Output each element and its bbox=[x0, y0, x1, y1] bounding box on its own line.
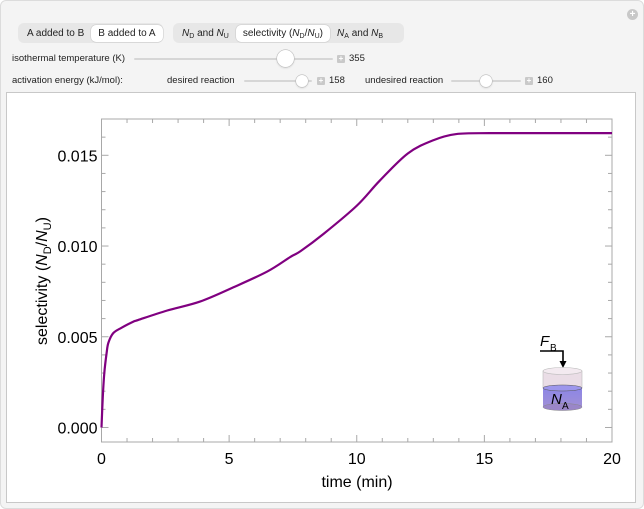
option-selectivity[interactable]: selectivity (ND/NU) bbox=[235, 24, 331, 42]
ylabel-n2: N bbox=[34, 230, 51, 242]
reactor-inset: F B N A bbox=[540, 333, 583, 412]
option-a-added-to-b[interactable]: A added to B bbox=[27, 27, 85, 39]
y-tick-label: 0.005 bbox=[57, 330, 97, 347]
and-text: and bbox=[194, 27, 217, 39]
tank-label: N bbox=[551, 391, 562, 408]
tank-top bbox=[542, 367, 583, 375]
n-symbol: N bbox=[371, 27, 379, 39]
slash: / bbox=[304, 27, 308, 39]
arrow-head-icon bbox=[559, 361, 567, 368]
tank-subscript: A bbox=[562, 401, 569, 412]
y-tick-label: 0.015 bbox=[57, 148, 97, 165]
subscript: U bbox=[314, 32, 320, 40]
x-tick-label: 15 bbox=[475, 451, 493, 468]
x-tick-label: 5 bbox=[225, 451, 234, 468]
desired-value: 158 bbox=[329, 75, 345, 86]
plot-panel bbox=[6, 92, 636, 503]
ylabel-pre: selectivity ( bbox=[34, 265, 51, 345]
desired-plus-icon[interactable]: + bbox=[317, 76, 325, 85]
undesired-plus-icon[interactable]: + bbox=[525, 76, 533, 85]
temperature-slider-track[interactable] bbox=[134, 58, 333, 60]
undesired-reaction-label: undesired reaction bbox=[365, 75, 444, 86]
temperature-slider-thumb[interactable] bbox=[277, 50, 294, 67]
feed-label: F bbox=[540, 333, 550, 350]
options-plus-icon[interactable]: + bbox=[627, 9, 638, 20]
desired-reaction-label: desired reaction bbox=[167, 75, 235, 86]
tank-bottom bbox=[542, 403, 583, 411]
tick-labels: 0 5 10 15 20 0.000 0.005 0.010 0.015 bbox=[57, 148, 621, 468]
selectivity-curve bbox=[100, 131, 612, 428]
undesired-value: 160 bbox=[537, 75, 553, 86]
feed-subscript: B bbox=[550, 343, 557, 354]
activation-energy-label: activation energy (kJ/mol): bbox=[12, 75, 123, 86]
subscript: D bbox=[189, 32, 195, 40]
ylabel-close: ) bbox=[34, 217, 51, 222]
option-nd-and-nu[interactable]: ND and NU bbox=[175, 25, 236, 42]
x-tick-label: 0 bbox=[97, 451, 106, 468]
mode-setter: A added to B B added to A bbox=[18, 23, 163, 43]
ylabel-n1: N bbox=[34, 254, 51, 266]
subscript: B bbox=[378, 32, 384, 40]
feed-arrow-icon bbox=[540, 350, 564, 363]
plot-setter: ND and NU selectivity (ND/NU) NA and NB bbox=[173, 23, 404, 43]
temperature-value: 355 bbox=[349, 53, 365, 64]
n-symbol: N bbox=[292, 27, 300, 39]
n-symbol: N bbox=[307, 27, 315, 39]
subscript: D bbox=[299, 32, 305, 40]
desired-slider-track[interactable] bbox=[244, 80, 312, 82]
paren: ) bbox=[319, 27, 324, 39]
ylabel-sub2: U bbox=[42, 222, 54, 230]
and-text: and bbox=[348, 27, 372, 39]
y-tick-label: 0.010 bbox=[57, 239, 97, 256]
ylabel-sub1: D bbox=[42, 246, 54, 254]
temperature-label: isothermal temperature (K) bbox=[12, 53, 125, 64]
undesired-slider-thumb[interactable] bbox=[480, 75, 492, 87]
ylabel-slash: / bbox=[34, 241, 51, 246]
liquid-surface bbox=[542, 384, 583, 392]
desired-slider-thumb[interactable] bbox=[296, 75, 308, 87]
subscript: U bbox=[223, 32, 229, 40]
plot-frame bbox=[101, 118, 613, 443]
x-tick-label: 10 bbox=[348, 451, 366, 468]
n-symbol: N bbox=[337, 27, 345, 39]
subscript: A bbox=[344, 32, 349, 40]
axis-ticks bbox=[101, 119, 613, 442]
option-na-and-nb[interactable]: NA and NB bbox=[330, 25, 390, 42]
n-symbol: N bbox=[182, 27, 190, 39]
selectivity-text: selectivity ( bbox=[242, 27, 293, 39]
y-tick-label: 0.000 bbox=[57, 420, 97, 437]
x-axis-label: time (min) bbox=[321, 474, 392, 491]
n-symbol: N bbox=[216, 27, 224, 39]
y-axis-label: selectivity (ND/NU) bbox=[34, 217, 54, 345]
option-b-added-to-a[interactable]: B added to A bbox=[91, 24, 163, 42]
tank-liquid bbox=[543, 388, 582, 407]
temperature-plus-icon[interactable]: + bbox=[337, 54, 345, 63]
x-tick-label: 20 bbox=[603, 451, 621, 468]
